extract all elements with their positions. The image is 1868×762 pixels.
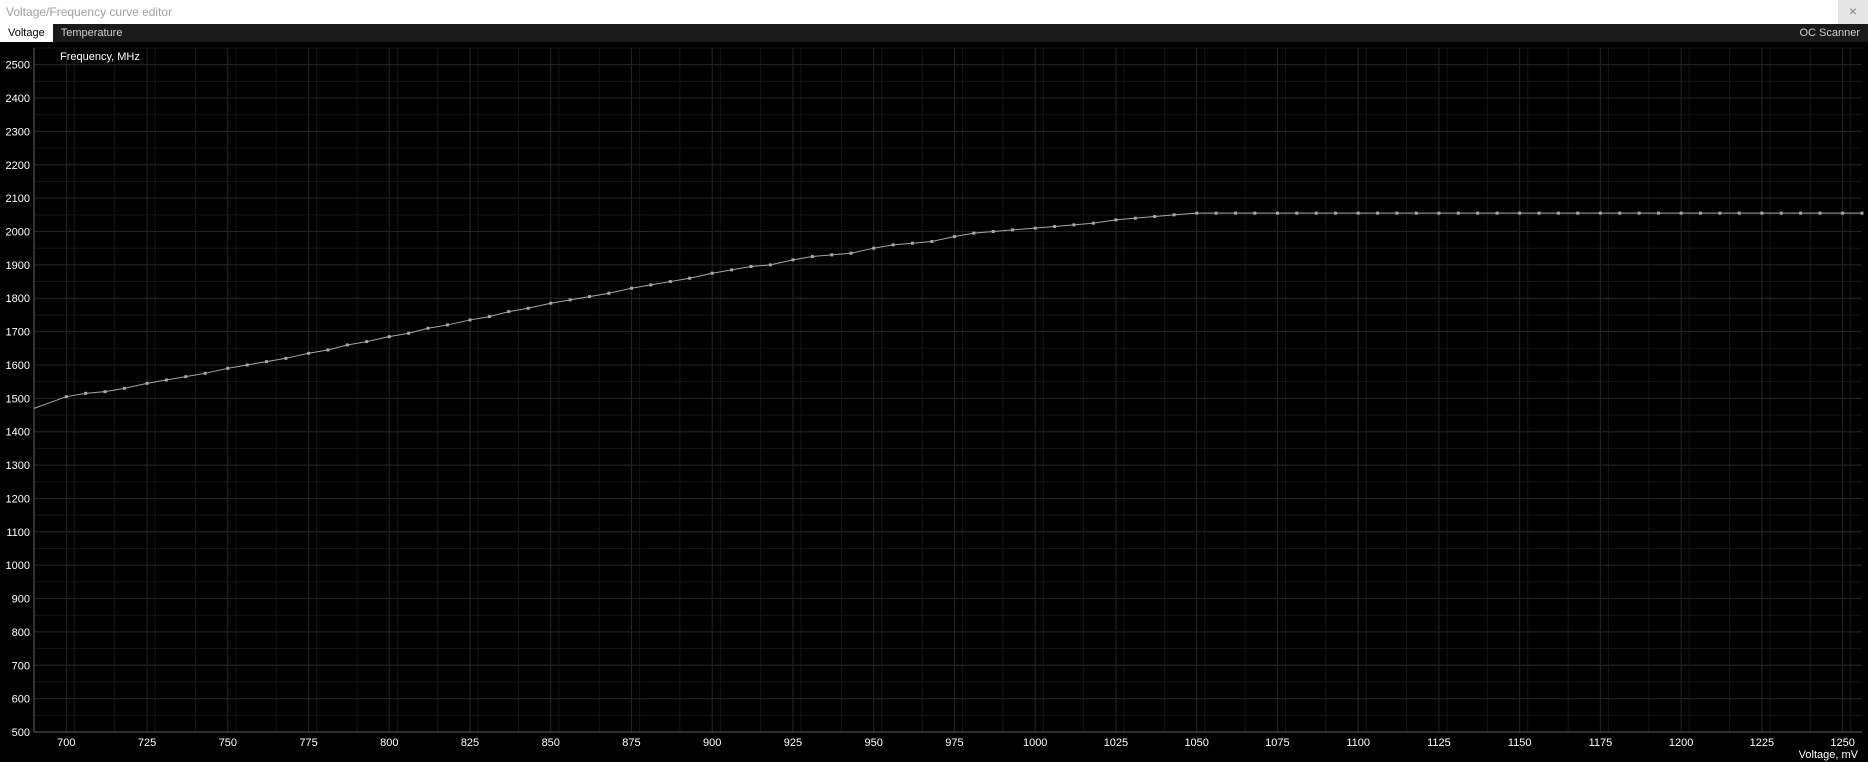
svg-text:800: 800 [12, 627, 30, 639]
svg-text:1200: 1200 [1669, 737, 1693, 749]
svg-text:2400: 2400 [6, 93, 30, 105]
svg-text:1200: 1200 [6, 493, 30, 505]
svg-text:2500: 2500 [6, 60, 30, 72]
svg-text:600: 600 [12, 694, 30, 706]
svg-text:950: 950 [865, 737, 883, 749]
svg-text:1000: 1000 [6, 560, 30, 572]
svg-text:1175: 1175 [1589, 737, 1613, 749]
vf-curve-chart[interactable]: 500 600 700 800 900 1000 1100 1200 1300 1400 1500 1… [0, 42, 1868, 762]
svg-text:900: 900 [703, 737, 721, 749]
svg-text:1400: 1400 [6, 427, 30, 439]
svg-text:1100: 1100 [6, 527, 30, 539]
svg-text:850: 850 [542, 737, 560, 749]
svg-text:925: 925 [784, 737, 802, 749]
svg-text:875: 875 [622, 737, 640, 749]
window-titlebar[interactable]: Voltage/Frequency curve editor × [0, 0, 1868, 24]
window-close-button[interactable]: × [1838, 0, 1868, 24]
svg-text:725: 725 [138, 737, 156, 749]
svg-text:1300: 1300 [6, 460, 30, 472]
svg-text:1075: 1075 [1265, 737, 1289, 749]
svg-text:1100: 1100 [1346, 737, 1370, 749]
svg-text:2200: 2200 [6, 160, 30, 172]
svg-text:1150: 1150 [1508, 737, 1532, 749]
svg-text:1250: 1250 [1830, 737, 1854, 749]
svg-text:2300: 2300 [6, 126, 30, 138]
svg-text:Frequency, MHz: Frequency, MHz [60, 51, 140, 63]
oc-scanner-link[interactable]: OC Scanner [1799, 24, 1860, 42]
svg-text:1600: 1600 [6, 360, 30, 372]
svg-text:1800: 1800 [6, 293, 30, 305]
svg-text:1000: 1000 [1023, 737, 1047, 749]
tab-temperature[interactable]: Temperature [53, 24, 131, 42]
svg-text:1050: 1050 [1184, 737, 1208, 749]
tab-bar: Voltage Temperature OC Scanner [0, 24, 1868, 42]
svg-text:1025: 1025 [1104, 737, 1128, 749]
svg-text:1125: 1125 [1427, 737, 1451, 749]
svg-text:2100: 2100 [6, 193, 30, 205]
svg-text:700: 700 [12, 660, 30, 672]
svg-text:775: 775 [299, 737, 317, 749]
svg-text:1700: 1700 [6, 327, 30, 339]
svg-text:700: 700 [57, 737, 75, 749]
svg-text:2000: 2000 [6, 227, 30, 239]
tab-voltage[interactable]: Voltage [0, 24, 53, 42]
svg-text:Voltage, mV: Voltage, mV [1799, 749, 1859, 761]
svg-text:1225: 1225 [1750, 737, 1774, 749]
svg-text:825: 825 [461, 737, 479, 749]
svg-text:1900: 1900 [6, 260, 30, 272]
svg-text:900: 900 [12, 594, 30, 606]
svg-text:500: 500 [12, 727, 30, 739]
window-title: Voltage/Frequency curve editor [6, 5, 172, 19]
svg-text:975: 975 [945, 737, 963, 749]
svg-text:1500: 1500 [6, 393, 30, 405]
svg-text:750: 750 [219, 737, 237, 749]
svg-text:800: 800 [380, 737, 398, 749]
